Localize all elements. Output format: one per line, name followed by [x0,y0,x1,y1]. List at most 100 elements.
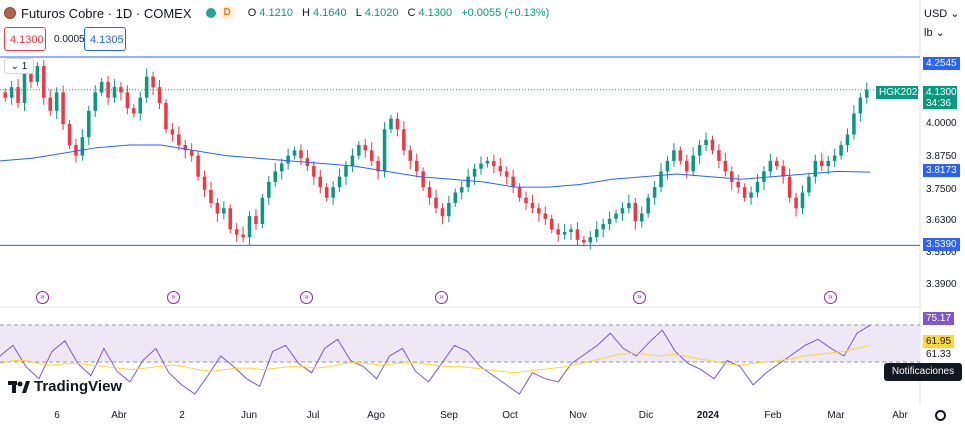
candle-body [717,150,721,161]
candle-body [607,218,612,225]
candle-body [839,145,843,156]
candle-body [196,155,200,177]
candle-body [569,229,573,232]
currency-selector[interactable]: USD ⌄ [924,8,960,20]
candle-body [42,66,46,98]
time-axis-label: Jul [306,410,320,421]
candle-body [222,208,226,214]
event-marker-icon[interactable]: » [633,291,646,304]
candle-body [215,202,220,214]
candle-body [704,139,708,146]
price-axis-label: 3.6300 [926,215,957,227]
candle-body [363,145,368,151]
last-price-tag: 4.1300 34:36 [923,86,957,109]
candle-body [376,160,380,172]
tradingview-logo[interactable]: TradingView [8,378,122,395]
candle-body [267,181,271,198]
price-axis-label: 3.5100 [926,247,957,258]
candle-body [357,145,361,156]
rsi-value-tag: 75.17 [923,312,955,325]
time-axis-label: Dic [638,410,654,421]
sell-button[interactable]: 4.1300 [4,27,46,51]
candle-body [119,87,123,93]
candle-body [279,163,284,172]
candle-body [29,71,33,82]
candle-body [414,160,419,172]
spread-value: 0.0005 [54,34,85,45]
rsi-ma-line [0,344,871,374]
buy-button[interactable]: 4.1305 [84,27,126,51]
candle-body [408,150,413,161]
candle-body [369,150,374,161]
candle-body [562,231,567,235]
candle-body [672,150,676,161]
candle-body [492,160,496,167]
candle-body [234,229,239,235]
event-marker-icon[interactable]: » [300,291,313,304]
candle-body [575,229,580,240]
candle-body [48,97,52,111]
ohlc-open: O 4.1210 [247,7,293,19]
candle-body [459,187,464,193]
candle-body [530,202,535,209]
indicators-collapse-button[interactable]: ⌄ 1 [4,58,34,74]
hline-top-tag: 4.2545 [923,57,960,70]
candle-body [228,208,233,230]
candle-body [164,102,168,130]
candle-body [794,197,798,209]
interval-badge: D [218,6,236,20]
candle-body [787,176,792,198]
candle-body [350,155,355,167]
unit-selector[interactable]: lb ⌄ [924,27,945,39]
candle-body [633,202,638,222]
moving-average-line [0,144,871,188]
candle-body [389,118,393,130]
rsi-level-label: 61.33 [926,349,952,360]
candle-body [106,81,110,98]
event-marker-icon[interactable]: » [36,291,49,304]
event-marker-icon[interactable]: » [167,291,180,304]
candle-body [466,176,470,188]
candle-body [99,81,104,93]
candle-body [736,181,740,188]
candle-body [138,97,143,114]
candle-body [54,92,59,111]
candle-body [697,145,702,156]
settings-gear-icon[interactable] [935,410,946,421]
event-marker-icon[interactable]: » [824,291,837,304]
candle-body [781,166,785,177]
candle-body [556,229,560,235]
time-axis-label: 2 [179,410,185,421]
event-marker-icon[interactable]: » [435,291,448,304]
time-axis-label: Nov [569,410,587,421]
price-axis-label: 3.8750 [926,150,957,162]
hline-bottom-tag: 3.5390 [923,238,960,251]
candle-body [832,155,837,161]
candle-body [35,66,40,82]
candle-body [427,187,432,198]
candle-body [286,155,290,164]
rsi-band [0,325,920,362]
time-axis-label: 6 [54,410,60,421]
candle-body [498,166,503,172]
candle-body [177,134,181,146]
candle-body [189,150,194,156]
time-axis-label: Sep [440,410,458,421]
candle-body [16,87,20,103]
chevron-down-icon: ⌄ [10,61,20,72]
ohlc-values: O 4.1210 H 4.1640 L 4.1020 C 4.1300 +0.0055 … [248,7,553,19]
notifications-tooltip[interactable]: Notificaciones [884,363,962,381]
candle-body [511,176,515,188]
candle-body [807,176,811,193]
time-axis-label: Jun [240,410,258,421]
symbol-title[interactable]: Futuros Cobre · 1D · COMEX [21,5,192,21]
candle-body [820,160,824,167]
candle-body [775,160,779,167]
candle-body [183,145,188,151]
candle-body [665,160,670,172]
candle-body [479,163,483,169]
candle-body [601,224,605,230]
candle-body [485,160,490,164]
candle-body [710,139,715,151]
